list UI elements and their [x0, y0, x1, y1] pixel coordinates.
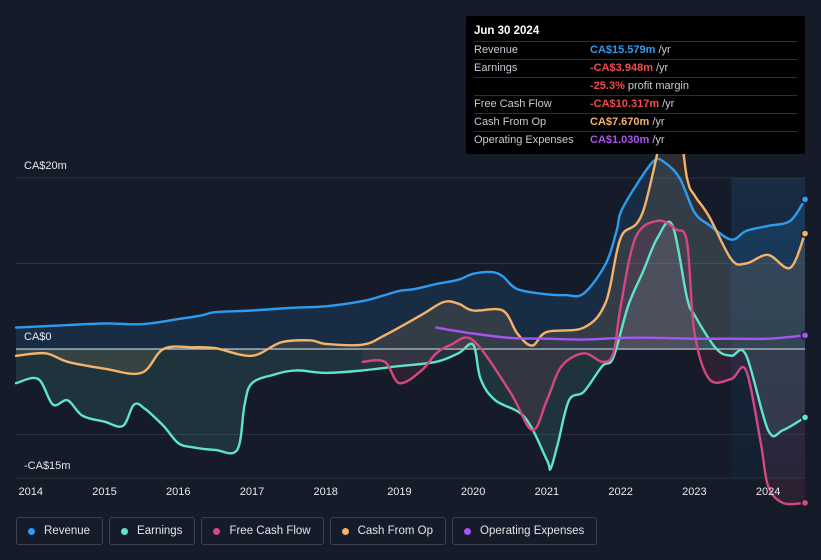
legend-dot-icon: [341, 527, 349, 535]
legend-label: Revenue: [44, 525, 91, 537]
x-tick-label: 2021: [535, 486, 559, 498]
free-cash-flow-area: [362, 220, 805, 505]
x-tick-label: 2016: [166, 486, 190, 498]
tooltip-value: CA$15.579m: [590, 44, 656, 56]
cash-from-op-line: [14, 99, 807, 376]
tooltip-row-revenue: Revenue CA$15.579m /yr: [474, 42, 797, 60]
revenue-area: [16, 158, 805, 349]
tooltip-value: CA$7.670m: [590, 116, 650, 128]
legend-item-free-cash-flow[interactable]: Free Cash Flow: [201, 517, 324, 545]
free-cash-flow-endpoint: [800, 498, 810, 508]
tooltip-unit: /yr: [652, 134, 665, 146]
legend-dot-icon: [28, 527, 35, 535]
tooltip-value: CA$1.030m: [590, 134, 650, 146]
tooltip-row-operating-expenses: Operating Expenses CA$1.030m /yr: [474, 132, 797, 149]
tooltip-label: Free Cash Flow: [474, 98, 552, 110]
tooltip-unit: profit margin: [627, 80, 689, 92]
chart-legend: Revenue Earnings Free Cash Flow Cash Fro…: [16, 517, 598, 545]
tooltip-value: -CA$3.948m: [590, 62, 653, 74]
tooltip-row-profit-margin: -25.3% profit margin: [474, 78, 797, 96]
data-tooltip: Jun 30 2024 Revenue CA$15.579m /yr Earni…: [466, 16, 805, 154]
legend-item-operating-expenses[interactable]: Operating Expenses: [452, 517, 598, 545]
tooltip-unit: /yr: [652, 116, 665, 128]
legend-label: Free Cash Flow: [229, 525, 311, 537]
tooltip-value: -CA$10.317m: [590, 98, 660, 110]
legend-item-earnings[interactable]: Earnings: [109, 517, 196, 545]
earnings-area: [16, 221, 805, 470]
chart-canvas: 2014 2015 2016 2017 2018 2019 2020 2021 2022 2023…: [14, 99, 810, 508]
tooltip-unit: /yr: [658, 44, 671, 56]
x-tick-label: 2015: [92, 486, 116, 498]
legend-dot-icon: [121, 527, 129, 535]
tooltip-label: Cash From Op: [474, 116, 547, 128]
cash-from-op-area: [16, 100, 805, 374]
operating-expenses-endpoint: [800, 330, 810, 340]
legend-dot-icon: [464, 527, 472, 535]
legend-item-cash-from-op[interactable]: Cash From Op: [329, 517, 447, 545]
earnings-endpoint: [800, 413, 810, 422]
x-tick-label: 2023: [682, 486, 706, 498]
legend-dot-icon: [213, 527, 221, 535]
x-tick-label: 2018: [313, 486, 337, 498]
tooltip-row-cash-from-op: Cash From Op CA$7.670m /yr: [474, 114, 797, 132]
x-tick-label: 2019: [387, 486, 411, 498]
x-tick-label: 2014: [19, 486, 43, 498]
legend-label: Operating Expenses: [480, 525, 585, 537]
tooltip-label: Operating Expenses: [474, 134, 574, 146]
legend-label: Earnings: [137, 525, 183, 537]
legend-label: Cash From Op: [357, 525, 434, 537]
legend-item-revenue[interactable]: Revenue: [16, 517, 104, 545]
tooltip-label: [474, 78, 590, 95]
x-tick-label: 2020: [461, 486, 485, 498]
tooltip-value: -25.3%: [590, 80, 625, 92]
tooltip-row-earnings: Earnings -CA$3.948m /yr: [474, 60, 797, 78]
tooltip-date: Jun 30 2024: [474, 23, 797, 42]
x-tick-label: 2022: [608, 486, 632, 498]
tooltip-row-free-cash-flow: Free Cash Flow -CA$10.317m /yr: [474, 96, 797, 114]
tooltip-label: Revenue: [474, 44, 519, 56]
y-tick-bottom: -CA$15m: [24, 460, 71, 472]
earnings-line: [14, 220, 807, 471]
x-tick-label: 2024: [756, 486, 780, 498]
tooltip-label: Earnings: [474, 62, 518, 74]
revenue-endpoint: [800, 195, 810, 204]
cash-from-op-endpoint: [800, 229, 810, 238]
tooltip-unit: /yr: [662, 98, 675, 110]
revenue-line: [14, 157, 807, 329]
operating-expenses-line: [435, 326, 807, 341]
y-tick-zero: CA$0: [24, 331, 52, 343]
y-tick-top: CA$20m: [24, 160, 67, 172]
free-cash-flow-line: [361, 219, 807, 506]
tooltip-unit: /yr: [655, 62, 669, 74]
x-tick-label: 2017: [240, 486, 264, 498]
